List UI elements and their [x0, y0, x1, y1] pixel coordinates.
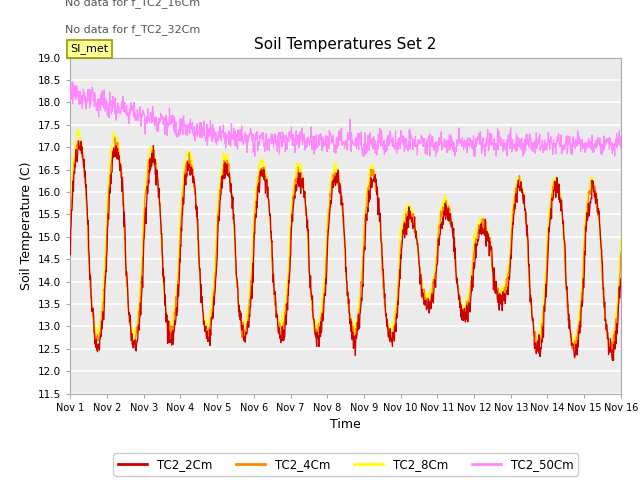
Text: No data for f_TC2_32Cm: No data for f_TC2_32Cm	[65, 24, 200, 35]
Text: SI_met: SI_met	[70, 43, 109, 54]
Y-axis label: Soil Temperature (C): Soil Temperature (C)	[20, 161, 33, 290]
Text: No data for f_TC2_16Cm: No data for f_TC2_16Cm	[65, 0, 200, 8]
Title: Soil Temperatures Set 2: Soil Temperatures Set 2	[255, 37, 436, 52]
Legend: TC2_2Cm, TC2_4Cm, TC2_8Cm, TC2_50Cm: TC2_2Cm, TC2_4Cm, TC2_8Cm, TC2_50Cm	[113, 453, 578, 476]
X-axis label: Time: Time	[330, 418, 361, 431]
